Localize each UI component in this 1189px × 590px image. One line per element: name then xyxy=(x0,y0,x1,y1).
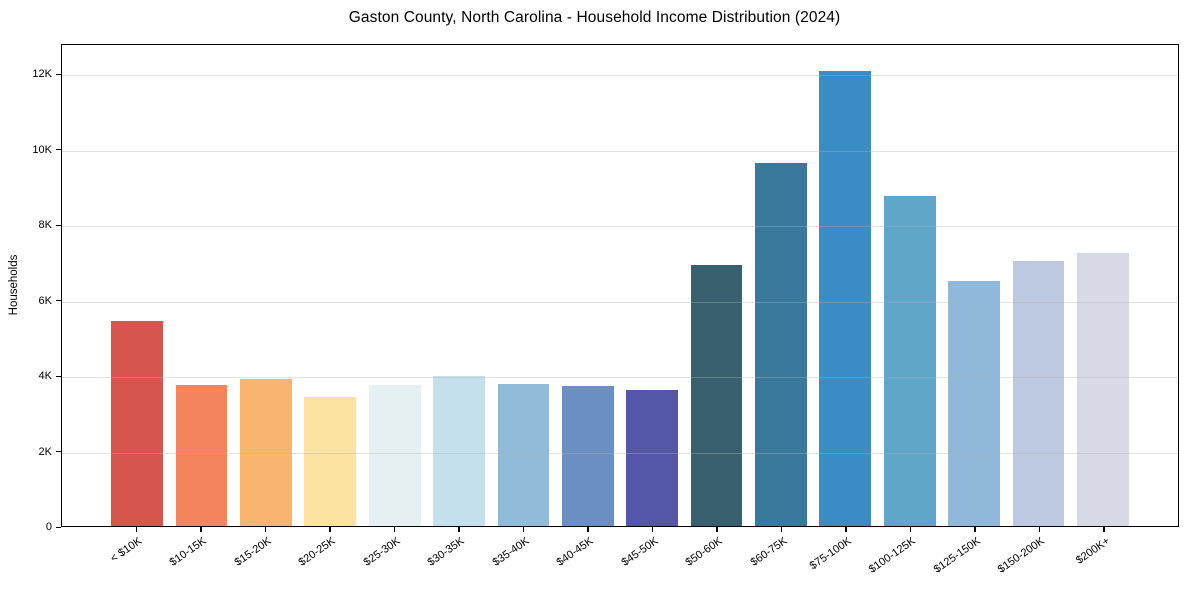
bar-cell xyxy=(942,45,1006,526)
y-tick-label-4K: 4K xyxy=(38,370,52,383)
bar-15-20k xyxy=(240,378,292,526)
bar-cell xyxy=(684,45,748,526)
bar-cell xyxy=(556,45,620,526)
x-tick-mark xyxy=(651,527,654,532)
y-tick-mark xyxy=(56,73,61,75)
bars-container xyxy=(62,45,1178,526)
bar-cell xyxy=(878,45,942,526)
bar-cell xyxy=(620,45,684,526)
x-tick-label-text: $125-150K xyxy=(931,535,983,576)
y-tick-mark xyxy=(56,526,61,528)
bar-40-45k xyxy=(561,385,614,526)
x-tick-mark xyxy=(716,527,718,532)
x-tick-mark xyxy=(393,527,396,532)
y-tick-mark xyxy=(56,149,61,151)
bar-cell xyxy=(1006,45,1070,526)
x-tick-label-text: $50-60K xyxy=(683,535,725,569)
bar-cell xyxy=(813,45,877,526)
x-tick-label-text: $25-30K xyxy=(361,535,403,569)
x-tick-label-text: $75-100K xyxy=(807,535,854,573)
x-tick-label-text: $60-75K xyxy=(748,535,790,569)
x-tick-mark xyxy=(1103,527,1105,532)
bar-150-200k xyxy=(1012,260,1065,526)
x-tick-label-text: < $10K xyxy=(108,535,145,566)
bar-cell xyxy=(1071,45,1135,526)
y-tick-mark xyxy=(56,375,61,377)
bar-10-15k xyxy=(175,384,228,526)
y-tick-label-0: 0 xyxy=(45,521,52,533)
x-tick-mark xyxy=(974,527,976,532)
x-tick-mark xyxy=(135,527,138,532)
x-tick-mark xyxy=(264,527,267,532)
bar-75-100k xyxy=(819,71,872,526)
y-tick-label-10K: 10K xyxy=(32,143,52,156)
bar-10k xyxy=(111,320,164,526)
x-tick-mark xyxy=(200,527,202,532)
plot-area xyxy=(61,44,1179,527)
bar-cell xyxy=(105,45,169,526)
x-tick-label-text: $20-25K xyxy=(296,535,338,569)
bar-20-25k xyxy=(304,397,357,526)
x-tick-label-text: $45-50K xyxy=(619,535,661,569)
bar-45-50k xyxy=(626,389,679,526)
bar-cell xyxy=(363,45,427,526)
x-tick-mark xyxy=(845,527,847,532)
x-tick-mark xyxy=(780,527,783,532)
bar-cell xyxy=(749,45,813,526)
x-tick-label-text: $100-125K xyxy=(867,535,919,576)
chart-title: Gaston County, North Carolina - Househol… xyxy=(348,9,841,26)
bar-cell xyxy=(298,45,362,526)
bar-200k xyxy=(1076,252,1129,526)
bar-cell xyxy=(234,45,298,526)
x-tick-mark xyxy=(329,527,331,532)
x-tick-mark xyxy=(587,527,589,532)
y-tick-label-8K: 8K xyxy=(38,219,52,232)
y-tick-label-6K: 6K xyxy=(38,294,52,307)
x-tick-label-text: $150-200K xyxy=(996,535,1048,576)
bar-100-125k xyxy=(883,195,936,526)
bar-cell xyxy=(169,45,233,526)
bar-125-150k xyxy=(948,280,1000,526)
bar-25-30k xyxy=(368,384,421,526)
x-tick-label-text: $10-15K xyxy=(167,535,209,569)
x-tick-label-text: $40-45K xyxy=(554,535,596,569)
bar-60-75k xyxy=(755,163,807,526)
x-tick-label-text: $30-35K xyxy=(425,535,467,569)
bar-cell xyxy=(427,45,491,526)
x-tick-mark xyxy=(458,527,460,532)
y-tick-label-12K: 12K xyxy=(32,68,52,81)
bar-35-40k xyxy=(497,383,550,526)
bar-30-35k xyxy=(433,375,485,526)
x-tick-label-text: $35-40K xyxy=(490,535,532,569)
y-tick-mark xyxy=(56,224,61,226)
x-tick-label-text: $200K+ xyxy=(1073,535,1112,567)
x-tick-mark xyxy=(1038,527,1041,532)
bar-cell xyxy=(491,45,555,526)
bar-50-60k xyxy=(690,264,743,526)
x-tick-mark xyxy=(522,527,525,532)
x-tick-mark xyxy=(909,527,912,532)
y-tick-mark xyxy=(56,300,61,302)
x-tick-label-text: $15-20K xyxy=(232,535,274,569)
y-tick-mark xyxy=(56,451,61,453)
y-tick-label-2K: 2K xyxy=(38,445,52,458)
